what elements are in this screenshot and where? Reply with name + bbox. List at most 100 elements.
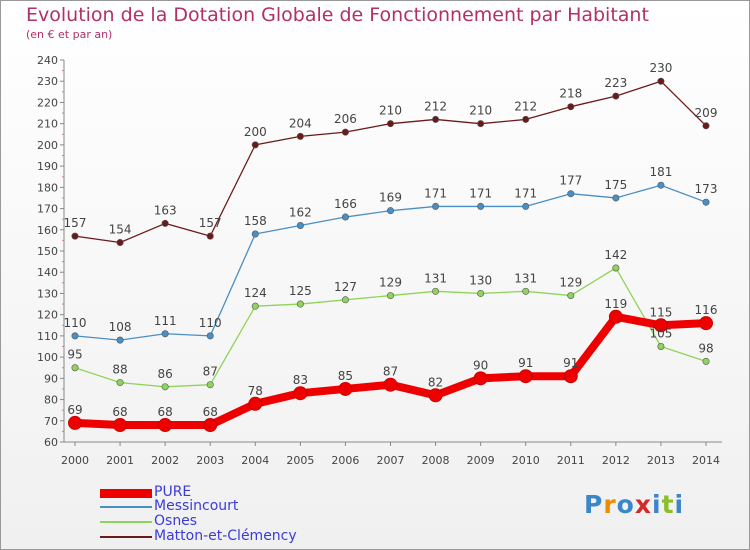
data-label: 177 <box>559 174 582 188</box>
series-2-point <box>296 300 304 308</box>
series-0-point <box>518 369 533 384</box>
data-label: 157 <box>199 216 222 230</box>
data-label: 204 <box>289 116 312 130</box>
logo-letter: i <box>652 490 662 519</box>
data-label: 116 <box>695 303 718 317</box>
y-tick-label: 90 <box>44 372 58 385</box>
data-label: 200 <box>244 125 267 139</box>
series-0-point <box>338 381 353 396</box>
series-0-point <box>203 418 218 433</box>
series-1-point <box>612 194 620 202</box>
series-1-point <box>116 336 124 344</box>
data-label: 209 <box>695 106 718 120</box>
series-1-point <box>432 202 440 210</box>
y-tick-label: 240 <box>37 54 58 67</box>
series-1-point <box>251 230 259 238</box>
legend-label: Messincourt <box>154 498 239 514</box>
series-1-point <box>341 213 349 221</box>
data-label: 131 <box>514 271 537 285</box>
series-2-point <box>477 289 485 297</box>
data-label: 83 <box>293 373 308 387</box>
data-label: 157 <box>64 216 87 230</box>
x-tick-label: 2011 <box>557 454 585 467</box>
series-1-point <box>657 181 665 189</box>
x-tick-label: 2006 <box>331 454 359 467</box>
x-tick-label: 2000 <box>61 454 89 467</box>
data-label: 110 <box>64 316 87 330</box>
series-2-point <box>432 287 440 295</box>
data-label: 111 <box>154 314 177 328</box>
series-3-point <box>477 120 485 128</box>
data-label: 210 <box>379 104 402 118</box>
chart-title: Evolution de la Dotation Globale de Fonc… <box>26 4 649 26</box>
x-tick-label: 2009 <box>467 454 495 467</box>
legend-label: Osnes <box>154 513 198 529</box>
data-label: 162 <box>289 206 312 220</box>
y-tick-label: 150 <box>37 245 58 258</box>
x-tick-label: 2014 <box>692 454 720 467</box>
series-1-point <box>702 198 710 206</box>
data-label: 223 <box>604 76 627 90</box>
data-label: 68 <box>112 405 127 419</box>
legend-label: Matton-et-Clémency <box>154 528 297 544</box>
y-tick-label: 110 <box>37 330 58 343</box>
series-0-point <box>248 396 263 411</box>
y-axis-ticks: 60 70 80 90 100 110 120 130 140 150 160 170 180 190 20… <box>37 54 64 449</box>
series-0-point <box>563 369 578 384</box>
y-tick-label: 200 <box>37 139 58 152</box>
data-label: 163 <box>154 203 177 217</box>
legend-label: PURE <box>154 484 192 500</box>
x-tick-label: 2013 <box>647 454 675 467</box>
data-label: 166 <box>334 197 357 211</box>
data-label: 98 <box>698 341 713 355</box>
chart-subtitle: (en € et par an) <box>26 28 113 41</box>
logo-letter: i <box>674 490 685 519</box>
series-2-point <box>116 379 124 387</box>
data-label: 68 <box>203 405 218 419</box>
logo-letter: o <box>616 490 635 519</box>
series-1-point <box>71 332 79 340</box>
y-tick-label: 120 <box>37 309 58 322</box>
series-2-point <box>341 296 349 304</box>
series-3-point <box>206 232 214 240</box>
series-0-point <box>608 309 623 324</box>
series-3-point <box>567 103 575 111</box>
series-0-point <box>293 386 308 401</box>
x-tick-label: 2008 <box>422 454 450 467</box>
series-layer <box>68 77 713 433</box>
data-label: 69 <box>67 403 82 417</box>
y-tick-label: 70 <box>44 415 58 428</box>
series-3-point <box>161 219 169 227</box>
series-2-point <box>386 292 394 300</box>
series-1-point <box>477 202 485 210</box>
data-label: 173 <box>695 182 718 196</box>
series-1-point <box>522 202 530 210</box>
legend-swatch <box>100 506 152 508</box>
series-0-point <box>68 415 82 430</box>
series-2-point <box>161 383 169 391</box>
x-tick-label: 2001 <box>106 454 134 467</box>
proxiti-logo: Proxiti <box>584 490 684 519</box>
y-tick-label: 220 <box>37 96 58 109</box>
series-0-point <box>653 318 668 333</box>
y-tick-label: 160 <box>37 224 58 237</box>
data-label: 171 <box>514 186 537 200</box>
data-label: 91 <box>563 356 578 370</box>
legend-swatch <box>100 536 152 538</box>
series-3-point <box>341 128 349 136</box>
data-label: 91 <box>518 356 533 370</box>
series-2-point <box>522 287 530 295</box>
x-tick-label: 2004 <box>241 454 269 467</box>
data-label: 127 <box>334 280 357 294</box>
series-3-point <box>612 92 620 100</box>
series-0-point <box>383 377 398 392</box>
data-label: 212 <box>514 99 537 113</box>
data-label: 171 <box>469 186 492 200</box>
y-tick-label: 210 <box>37 118 58 131</box>
y-tick-label: 170 <box>37 203 58 216</box>
data-label: 230 <box>649 61 672 75</box>
data-label: 78 <box>248 384 263 398</box>
data-label: 87 <box>383 365 398 379</box>
